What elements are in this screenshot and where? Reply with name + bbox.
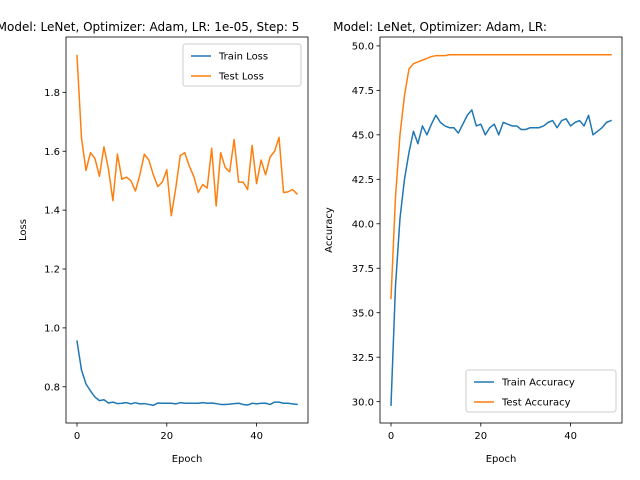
loss-chart: 0 20 40 0.8 1.0 1.2 1.4 1.6 1.8 Epoch Loss Model: L… [0,20,309,465]
y-tick-label: 47.5 [352,86,374,97]
y-tick-label: 1.6 [44,147,60,158]
y-axis-label: Loss [18,219,29,241]
y-axis-label: Accuracy [324,207,335,253]
legend-label: Train Loss [218,52,268,63]
y-tick-label: 30.0 [352,397,374,408]
x-tick-label: 40 [564,431,577,442]
y-tick-label: 45.0 [352,130,374,141]
legend-label: Test Accuracy [501,398,571,409]
accuracy-chart: 0 20 40 30.0 32.5 35.0 37.5 40.0 42.5 45.0 47.5 50.… [324,20,623,465]
legend: Train Accuracy Test Accuracy [465,369,617,413]
legend-box [465,369,617,413]
series-line-0-1 [76,54,299,217]
y-tick-label: 1.8 [44,88,60,99]
x-tick-label: 20 [160,431,173,442]
series-line-1-1 [390,54,612,300]
chart-title: Model: LeNet, Optimizer: Adam, LR: 1e-05… [0,20,299,34]
x-tick-label: 40 [250,431,263,442]
legend-label: Train Accuracy [501,378,575,389]
x-tick-label: 20 [474,431,487,442]
y-tick-label: 37.5 [352,264,374,275]
y-tick-label: 0.8 [44,382,60,393]
y-tick-label: 1.2 [44,265,60,276]
y-tick-label: 35.0 [352,308,374,319]
y-tick-label: 32.5 [352,353,374,364]
chart-title: Model: LeNet, Optimizer: Adam, LR: [333,20,547,34]
series-line-1-0 [390,109,612,406]
x-axis-label: Epoch [486,454,517,465]
legend-label: Test Loss [218,72,264,83]
plot-frame [65,36,309,424]
plot-frame [379,36,623,424]
y-tick-label: 1.0 [44,323,60,334]
x-tick-label: 0 [388,431,394,442]
x-axis-label: Epoch [172,454,203,465]
x-tick-label: 0 [74,431,80,442]
y-tick-label: 50.0 [352,41,374,52]
y-tick-label: 42.5 [352,175,374,186]
legend: Train Loss Test Loss [182,43,302,87]
legend-box [182,43,302,87]
y-tick-label: 1.4 [44,206,60,217]
series-line-0-0 [76,340,298,407]
y-tick-label: 40.0 [352,219,374,230]
